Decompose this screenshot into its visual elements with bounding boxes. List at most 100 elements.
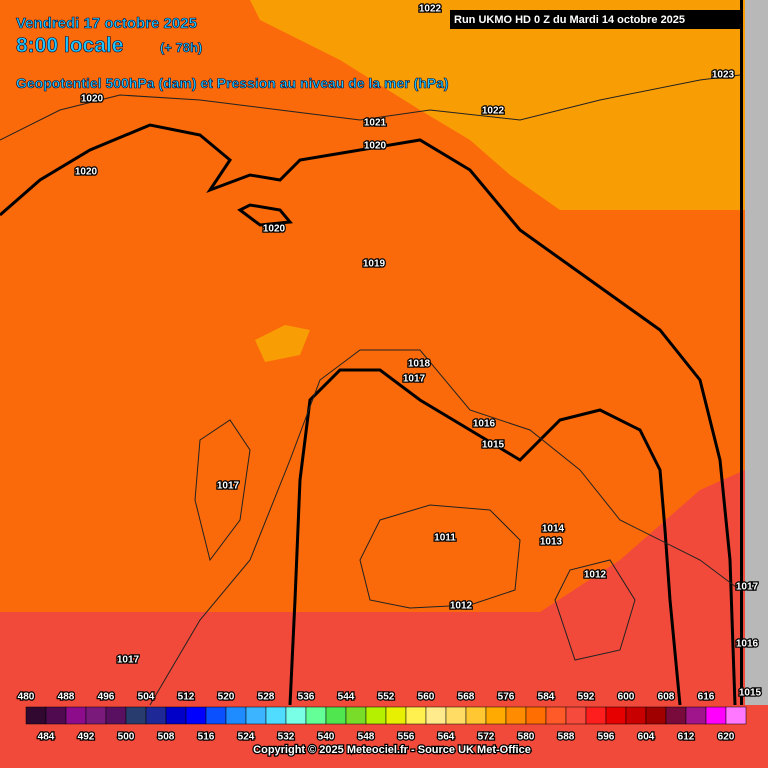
colorbar-swatch xyxy=(105,706,127,725)
colorbar-swatch xyxy=(405,706,427,725)
colorbar-swatch xyxy=(185,706,207,725)
colorbar-swatch xyxy=(485,706,507,725)
colorbar-label: 528 xyxy=(258,692,275,703)
isobar xyxy=(359,504,521,609)
colorbar-swatch xyxy=(705,706,727,725)
copyright: Copyright © 2025 Meteociel.fr - Source U… xyxy=(253,744,531,756)
colorbar-label: 496 xyxy=(98,692,115,703)
isobar-label: 1015 xyxy=(482,440,505,451)
isobar-label: 1020 xyxy=(75,167,98,178)
isobar-label: 1017 xyxy=(736,582,759,593)
forecast-lead: (+ 78h) xyxy=(160,40,202,55)
colorbar-swatch xyxy=(605,706,627,725)
colorbar-swatch xyxy=(565,706,587,725)
colorbar-swatch xyxy=(445,706,467,725)
isobar xyxy=(149,349,741,706)
colorbar-label: 480 xyxy=(18,692,35,703)
colorbar-swatch xyxy=(265,706,287,725)
colorbar-swatch xyxy=(525,706,547,725)
isobar-label: 1013 xyxy=(540,537,563,548)
colorbar-swatch xyxy=(425,706,447,725)
colorbar-swatch xyxy=(725,706,747,725)
colorbar-label: 540 xyxy=(318,732,335,743)
colorbar-label: 500 xyxy=(118,732,135,743)
colorbar-label: 608 xyxy=(658,692,675,703)
geopotential-line xyxy=(288,368,682,706)
colorbar-label: 592 xyxy=(578,692,595,703)
colorbar-label: 576 xyxy=(498,692,515,703)
colorbar-label: 588 xyxy=(558,732,575,743)
colorbar-swatch xyxy=(385,706,407,725)
map-edge xyxy=(745,0,768,705)
colorbar-label: 508 xyxy=(158,732,175,743)
isobar-label: 1021 xyxy=(364,118,387,129)
colorbar-label: 568 xyxy=(458,692,475,703)
colorbar-swatch xyxy=(285,706,307,725)
colorbar-label: 620 xyxy=(718,732,735,743)
colorbar-swatch xyxy=(305,706,327,725)
isobar-label: 1017 xyxy=(217,481,240,492)
colorbar-label: 612 xyxy=(678,732,695,743)
colorbar-swatch xyxy=(145,706,167,725)
field-patch xyxy=(255,325,310,362)
isobar-label: 1022 xyxy=(419,4,442,15)
run-info: Run UKMO HD 0 Z du Mardi 14 octobre 2025 xyxy=(454,14,685,26)
isobar-label: 1012 xyxy=(584,570,607,581)
isobar-label: 1020 xyxy=(263,224,286,235)
colorbar-label: 616 xyxy=(698,692,715,703)
isobar-label: 1019 xyxy=(363,259,386,270)
geopotential-line xyxy=(237,203,293,227)
isobar-labels: 1022 1023 1022 1021 1020 1020 1020 1020 1019 1018… xyxy=(74,2,763,700)
colorbar-swatch xyxy=(665,706,687,725)
colorbar-swatch xyxy=(205,706,227,725)
isobar-label: 1017 xyxy=(117,655,140,666)
map-subtitle: Geopotentiel 500hPa (dam) et Pression au… xyxy=(16,75,449,91)
colorbar-swatch xyxy=(45,706,67,725)
colorbar-label: 548 xyxy=(358,732,375,743)
colorbar-label: 536 xyxy=(298,692,315,703)
colorbar-label: 564 xyxy=(438,732,455,743)
isobar-label: 1022 xyxy=(482,106,505,117)
colorbar-label: 600 xyxy=(618,692,635,703)
colorbar-label: 596 xyxy=(598,732,615,743)
isobar-label: 1012 xyxy=(450,601,473,612)
forecast-date: Vendredi 17 octobre 2025 xyxy=(16,15,197,32)
isobar-label: 1014 xyxy=(542,524,565,535)
colorbar-label: 580 xyxy=(518,732,535,743)
colorbar-label: 516 xyxy=(198,732,215,743)
isobar-label: 1016 xyxy=(736,639,759,650)
geopotential-line xyxy=(0,123,737,706)
isobar xyxy=(0,74,741,141)
colorbar-label: 512 xyxy=(178,692,195,703)
colorbar-swatch xyxy=(685,706,707,725)
colorbar-swatch xyxy=(85,706,107,725)
forecast-time: 8:00 locale xyxy=(16,34,123,57)
colorbar-label: 572 xyxy=(478,732,495,743)
isobar-label: 1020 xyxy=(364,141,387,152)
isobar-label: 1011 xyxy=(434,533,456,544)
isobar-label: 1017 xyxy=(403,374,426,385)
colorbar-swatch xyxy=(65,706,87,725)
isobar xyxy=(194,419,251,562)
isobar-label: 1020 xyxy=(81,94,104,105)
colorbar-swatch xyxy=(465,706,487,725)
field-576 xyxy=(250,0,745,210)
map-border xyxy=(740,0,743,705)
colorbar-label: 556 xyxy=(398,732,415,743)
colorbar-label: 484 xyxy=(38,732,55,743)
isobar-label: 1018 xyxy=(408,359,431,370)
colorbar-label: 552 xyxy=(378,692,395,703)
colorbar-swatch xyxy=(585,706,607,725)
isobar xyxy=(554,559,636,661)
isobar-label: 1023 xyxy=(712,70,735,81)
colorbar-swatch xyxy=(545,706,567,725)
colorbar-swatch xyxy=(345,706,367,725)
colorbar-swatch xyxy=(625,706,647,725)
colorbar-label: 492 xyxy=(78,732,95,743)
field-568 xyxy=(0,470,745,705)
colorbar-swatch xyxy=(325,706,347,725)
colorbar-label: 532 xyxy=(278,732,295,743)
colorbar-swatch xyxy=(225,706,247,725)
colorbar-label: 488 xyxy=(58,692,75,703)
